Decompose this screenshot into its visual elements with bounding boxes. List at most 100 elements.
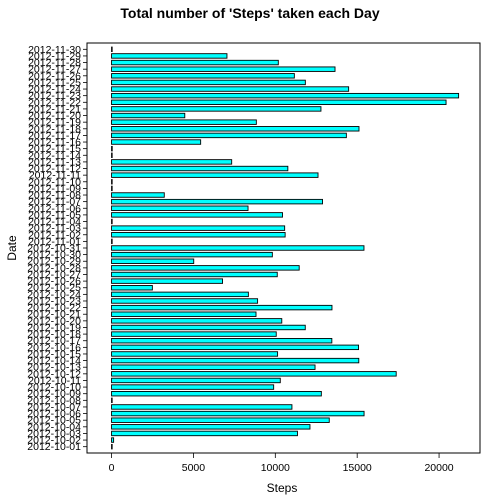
y-tick-label: 2012-10-04: [27, 421, 81, 433]
y-tick-label: 2012-10-18: [27, 329, 81, 341]
bar-2012-11-20: [111, 112, 186, 119]
bar-2012-11-02: [111, 232, 286, 238]
bar-2012-11-12: [111, 165, 289, 172]
bar-2012-11-16: [111, 139, 202, 145]
y-tick-label: 2012-11-02: [28, 229, 81, 241]
y-tick-label: 2012-11-22: [28, 97, 81, 109]
y-tick-label: 2012-11-30: [28, 44, 81, 56]
bar-2012-10-03: [111, 430, 298, 437]
y-tick-label: 2012-10-13: [27, 362, 81, 374]
bar-2012-11-22: [111, 99, 447, 105]
x-tick-label: 0: [109, 462, 115, 474]
y-tick-label: 2012-11-10: [28, 176, 81, 188]
bar-2012-11-03: [111, 225, 286, 231]
bar-2012-11-28: [111, 59, 279, 66]
y-tick-label: 2012-11-26: [28, 70, 81, 82]
y-tick-label: 2012-11-06: [28, 203, 81, 215]
bar-2012-10-27: [111, 271, 278, 278]
bar-2012-11-19: [111, 119, 257, 125]
bar-2012-10-12: [111, 371, 397, 377]
bar-2012-11-23: [111, 92, 460, 99]
x-tick-label: 5000: [182, 462, 206, 474]
y-tick-label: 2012-10-21: [27, 309, 81, 321]
y-tick-label: 2012-10-02: [27, 435, 81, 447]
y-tick-label: 2012-10-16: [27, 342, 81, 354]
y-tick-label: 2012-11-18: [28, 123, 81, 135]
y-tick-label: 2012-11-01: [28, 236, 81, 248]
bar-2012-10-11: [111, 377, 281, 384]
bar-2012-10-20: [111, 318, 283, 324]
bar-2012-10-29: [111, 258, 195, 264]
bar-2012-11-17: [111, 132, 347, 139]
y-tick-label: 2012-10-17: [27, 335, 81, 347]
y-tick-label: 2012-10-03: [27, 428, 81, 440]
bar-2012-11-04: [111, 218, 113, 225]
y-axis-label: Date: [5, 235, 19, 261]
y-tick-label: 2012-10-01: [27, 441, 81, 453]
y-tick-label: 2012-11-20: [28, 110, 81, 122]
x-tick-label: 10000: [261, 462, 290, 474]
y-tick-label: 2012-11-15: [28, 143, 81, 155]
y-tick-label: 2012-10-15: [27, 348, 81, 360]
bar-2012-10-15: [111, 351, 279, 357]
y-tick-label: 2012-11-29: [28, 50, 81, 62]
y-tick-label: 2012-11-07: [28, 196, 81, 208]
bar-2012-11-11: [111, 172, 319, 178]
bar-2012-10-31: [111, 245, 365, 251]
bar-2012-11-01: [111, 238, 113, 245]
y-tick-label: 2012-11-17: [28, 130, 81, 142]
bar-2012-10-17: [111, 338, 333, 344]
y-tick-label: 2012-11-23: [28, 90, 81, 102]
y-tick-label: 2012-10-25: [27, 282, 81, 294]
chart-title: Total number of 'Steps' taken each Day: [120, 5, 379, 21]
bar-2012-11-10: [111, 179, 113, 185]
y-tick-label: 2012-11-14: [28, 150, 81, 162]
bar-2012-10-24: [111, 291, 249, 298]
y-tick-label: 2012-10-11: [28, 375, 81, 387]
bar-2012-10-13: [111, 364, 316, 370]
x-axis-label: Steps: [267, 481, 298, 495]
y-tick-label: 2012-10-06: [27, 408, 81, 420]
plot-area: 2012-10-012012-10-022012-10-032012-10-04…: [27, 42, 481, 474]
y-tick-label: 2012-10-14: [27, 355, 81, 367]
bar-2012-10-30: [111, 251, 273, 258]
y-tick-label: 2012-11-25: [28, 77, 81, 89]
y-tick-label: 2012-11-13: [28, 156, 81, 168]
y-tick-label: 2012-10-31: [27, 243, 81, 255]
bar-2012-10-25: [111, 285, 153, 291]
bar-2012-11-09: [111, 185, 113, 192]
y-tick-label: 2012-10-28: [27, 262, 81, 274]
y-tick-label: 2012-10-09: [27, 388, 81, 400]
bar-2012-10-21: [111, 311, 257, 317]
y-tick-label: 2012-11-04: [28, 216, 81, 228]
y-tick-label: 2012-11-11: [29, 170, 81, 182]
y-tick-label: 2012-10-29: [27, 256, 81, 268]
y-tick-label: 2012-11-28: [28, 57, 81, 69]
y-tick-label: 2012-10-24: [27, 289, 81, 301]
bar-2012-11-07: [111, 198, 323, 205]
bar-2012-10-04: [111, 424, 311, 430]
bar-2012-11-15: [111, 145, 113, 152]
y-tick-label: 2012-11-09: [28, 183, 81, 195]
bar-2012-11-30: [111, 46, 113, 53]
y-tick-label: 2012-11-05: [28, 209, 81, 221]
y-tick-label: 2012-10-07: [27, 401, 81, 413]
y-tick-label: 2012-10-08: [27, 395, 81, 407]
bar-2012-10-05: [111, 417, 330, 423]
bar-2012-11-24: [111, 86, 350, 92]
y-tick-label: 2012-11-16: [28, 137, 81, 149]
y-tick-label: 2012-10-10: [27, 382, 81, 394]
bar-2012-11-27: [111, 66, 336, 72]
y-tick-label: 2012-10-12: [27, 368, 81, 380]
y-tick-label: 2012-11-24: [28, 84, 81, 96]
y-tick-label: 2012-11-19: [28, 117, 81, 129]
y-tick-label: 2012-11-21: [28, 103, 81, 115]
bar-2012-11-08: [111, 192, 165, 198]
x-tick-label: 20000: [424, 462, 453, 474]
y-tick-label: 2012-10-30: [27, 249, 81, 261]
bar-2012-11-14: [111, 152, 113, 158]
bar-2012-10-07: [111, 404, 293, 410]
y-tick-label: 2012-10-20: [27, 315, 81, 327]
